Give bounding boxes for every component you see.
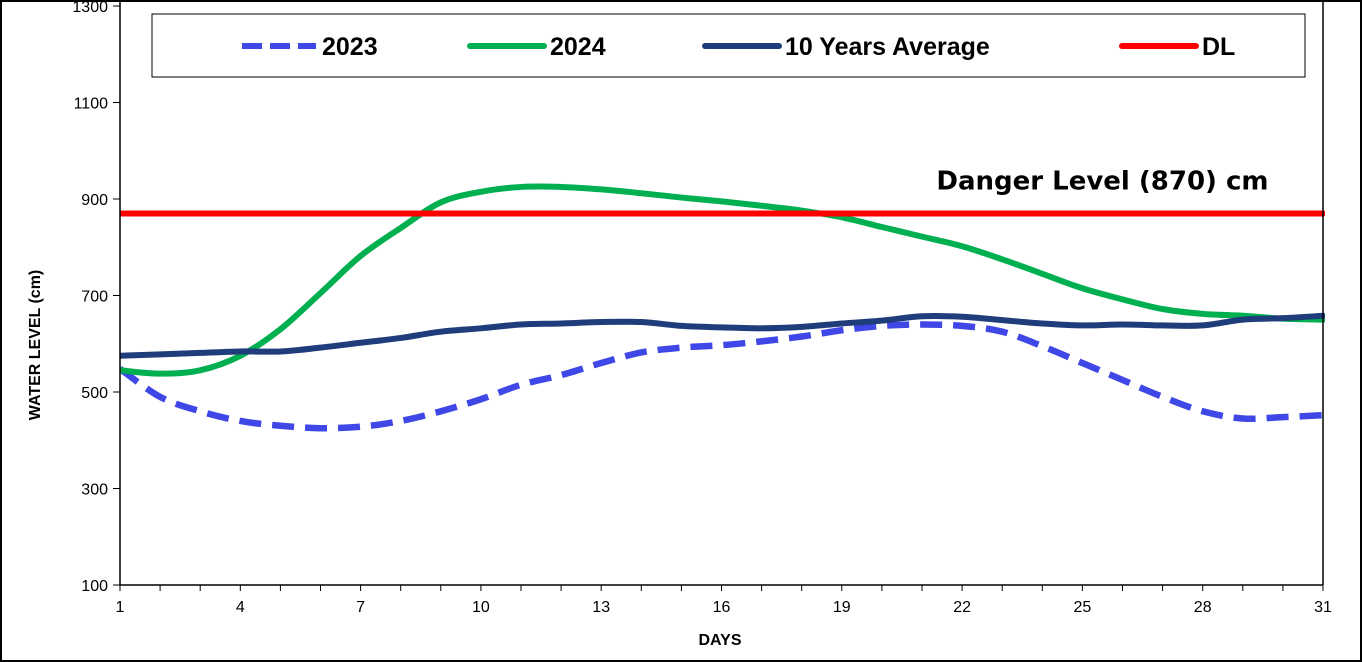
x-axis-title: DAYS — [699, 632, 742, 649]
legend-label-1: 2023 — [322, 33, 378, 61]
y-tick-label: 500 — [81, 385, 108, 402]
x-tick-label: 31 — [1314, 599, 1332, 616]
series-lines — [120, 183, 1325, 432]
x-tick-label: 4 — [236, 599, 245, 616]
y-tick-label: 700 — [81, 289, 108, 306]
legend-label-4: DL — [1202, 33, 1235, 61]
legend-label-3: 10 Years Average — [785, 33, 990, 61]
axes: 1 4 7 10 13 16 19 22 25 28 31 100 300 500 700 900 1100 13… — [72, 0, 1332, 616]
y-tick-label: 100 — [81, 578, 108, 595]
annotations: Danger Level (870) cm — [936, 166, 1268, 196]
x-tick-label: 1 — [116, 599, 125, 616]
y-tick-label: 900 — [81, 192, 108, 209]
legend: 2023 2024 10 Years Average DL — [151, 13, 1306, 78]
series-line-2 — [120, 183, 1325, 377]
x-tick-label: 25 — [1074, 599, 1092, 616]
danger-level-annotation: Danger Level (870) cm — [936, 166, 1268, 196]
y-axis-title: WATER LEVEL (cm) — [27, 270, 44, 421]
x-tick-label: 19 — [833, 599, 851, 616]
y-tick-label: 1300 — [72, 0, 108, 16]
x-tick-label: 10 — [472, 599, 490, 616]
legend-label-2: 2024 — [550, 33, 606, 61]
x-tick-label: 22 — [953, 599, 971, 616]
x-tick-label: 7 — [356, 599, 365, 616]
series-line-1 — [120, 321, 1324, 432]
y-tick-label: 300 — [81, 482, 108, 499]
y-tick-label: 1100 — [74, 96, 109, 113]
series-line-3 — [120, 312, 1325, 359]
x-tick-label: 16 — [713, 599, 731, 616]
x-tick-label: 28 — [1194, 599, 1212, 616]
x-tick-label: 13 — [592, 599, 610, 616]
